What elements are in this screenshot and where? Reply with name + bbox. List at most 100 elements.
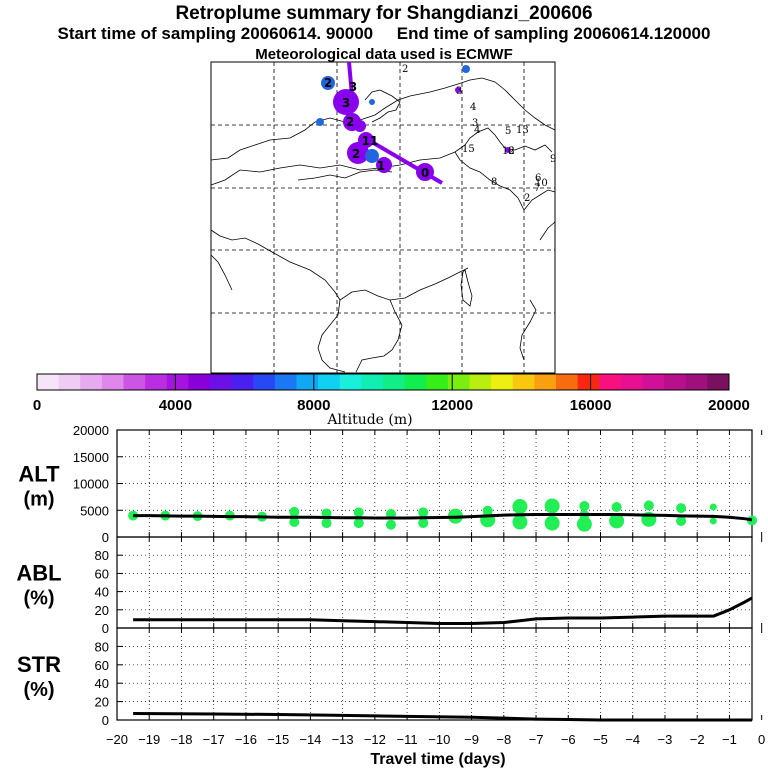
- x-tick-label: −13: [332, 732, 354, 747]
- y-tick-label: 20: [95, 695, 109, 710]
- x-tick-label: −11: [397, 732, 418, 747]
- colorbar-swatch: [123, 374, 146, 390]
- colorbar-tick-label: 20000: [708, 397, 750, 414]
- cluster-label: 8: [491, 177, 497, 188]
- plume-blob: [369, 99, 375, 105]
- plume-number-label: 3: [342, 96, 350, 110]
- alt-dot: [544, 515, 560, 531]
- colorbar-swatch: [469, 374, 492, 390]
- colorbar-swatch: [491, 374, 514, 390]
- y-axis-label: STR: [17, 652, 61, 677]
- x-tick-label: 0: [758, 732, 765, 747]
- y-axis-unit: (m): [23, 489, 54, 511]
- x-axis-title: Travel time (days): [370, 751, 505, 768]
- y-axis-unit: (%): [23, 679, 54, 701]
- colorbar-axis-label: Altitude (m): [326, 412, 412, 428]
- y-tick-label: 10000: [73, 477, 109, 492]
- colorbar-swatch: [145, 374, 168, 390]
- colorbar-tick-label: 0: [33, 397, 41, 414]
- plume-blob: [505, 147, 511, 153]
- y-tick-label: 40: [95, 585, 109, 600]
- colorbar-swatch: [426, 374, 449, 390]
- map-gridlines: [211, 62, 555, 373]
- panel-frame: [116, 627, 753, 721]
- x-tick-label: −7: [529, 732, 544, 747]
- cluster-label: 2: [524, 193, 530, 204]
- alt-dot: [385, 519, 396, 530]
- colorbar-swatch: [58, 374, 81, 390]
- y-axis-label: ABL: [16, 561, 61, 586]
- x-tick-label: −16: [235, 732, 257, 747]
- colorbar-swatch: [447, 374, 470, 390]
- colorbar-swatch: [577, 374, 600, 390]
- y-tick-label: 60: [95, 658, 109, 673]
- alt-dot: [576, 516, 592, 532]
- alt-dot: [709, 517, 717, 525]
- x-tick-label: −19: [138, 732, 160, 747]
- plume-blob: [416, 163, 434, 181]
- cluster-label: 3: [472, 118, 478, 129]
- str-series-line: [133, 712, 752, 722]
- colorbar-tick-label: 16000: [570, 397, 612, 414]
- y-tick-label: 5000: [80, 503, 109, 518]
- colorbar-swatch: [274, 374, 297, 390]
- alt-dot: [579, 500, 590, 511]
- alt-dot: [418, 518, 429, 529]
- colorbar-swatch: [534, 374, 557, 390]
- plume-blob: [376, 157, 392, 173]
- plume-blob: [347, 142, 369, 164]
- x-tick-label: −12: [364, 732, 386, 747]
- colorbar-swatch: [80, 374, 103, 390]
- cluster-label: 4: [470, 102, 476, 113]
- cluster-label: 13: [516, 125, 529, 136]
- colorbar-tick-label: 8000: [297, 397, 330, 414]
- y-tick-label: 15000: [73, 450, 109, 465]
- panel-frame: [116, 536, 753, 629]
- colorbar-tick-label: 12000: [431, 397, 473, 414]
- plume-blob: [455, 87, 461, 93]
- alt-dot: [709, 503, 717, 511]
- y-tick-label: 80: [95, 548, 109, 563]
- alt-dot: [609, 513, 625, 529]
- alt-series-line: [133, 513, 753, 522]
- colorbar-swatch: [253, 374, 276, 390]
- cluster-label: 15: [462, 144, 475, 155]
- colorbar-swatch: [620, 374, 643, 390]
- colorbar-tick-label: 4000: [159, 397, 192, 414]
- abl-panel: 0 20 40 60 80 ABL(%): [16, 536, 763, 636]
- colorbar-swatch: [404, 374, 427, 390]
- colorbar-swatch: [318, 374, 341, 390]
- sampling-time-subtitle: Start time of sampling 20060614. 90000 E…: [57, 24, 711, 43]
- plume-number-label: 3: [349, 80, 357, 94]
- alt-dot: [385, 508, 396, 519]
- colorbar-swatch: [642, 374, 665, 390]
- cluster-label: 4: [474, 125, 480, 136]
- plume-blob: [316, 118, 324, 126]
- alt-dot: [321, 518, 332, 529]
- alt-dot: [512, 499, 528, 515]
- alt-dot: [611, 502, 622, 513]
- colorbar-swatch: [296, 374, 319, 390]
- met-data-subtitle: Meteorological data used is ECMWF: [255, 46, 513, 63]
- alt-dot: [353, 507, 364, 518]
- colorbar-swatch: [664, 374, 687, 390]
- alt-dot: [289, 517, 300, 528]
- abl-series-line: [133, 596, 753, 625]
- coastlines-borders: [210, 77, 556, 373]
- cluster-label: 12: [502, 146, 515, 157]
- panel-frame: [116, 429, 753, 538]
- y-tick-label: 80: [95, 639, 109, 654]
- cluster-label: 6: [535, 173, 541, 184]
- cluster-label: 7: [534, 183, 540, 194]
- colorbar-swatch: [37, 374, 60, 390]
- alt-dot: [643, 500, 654, 511]
- colorbar-swatch: [361, 374, 384, 390]
- x-tick-label: −14: [299, 732, 321, 747]
- colorbar-swatch: [101, 374, 124, 390]
- colorbar-swatch: [707, 374, 730, 390]
- plume-number-label: 0: [421, 166, 429, 180]
- y-axis-label: ALT: [18, 462, 60, 487]
- plume-blob: [462, 65, 470, 73]
